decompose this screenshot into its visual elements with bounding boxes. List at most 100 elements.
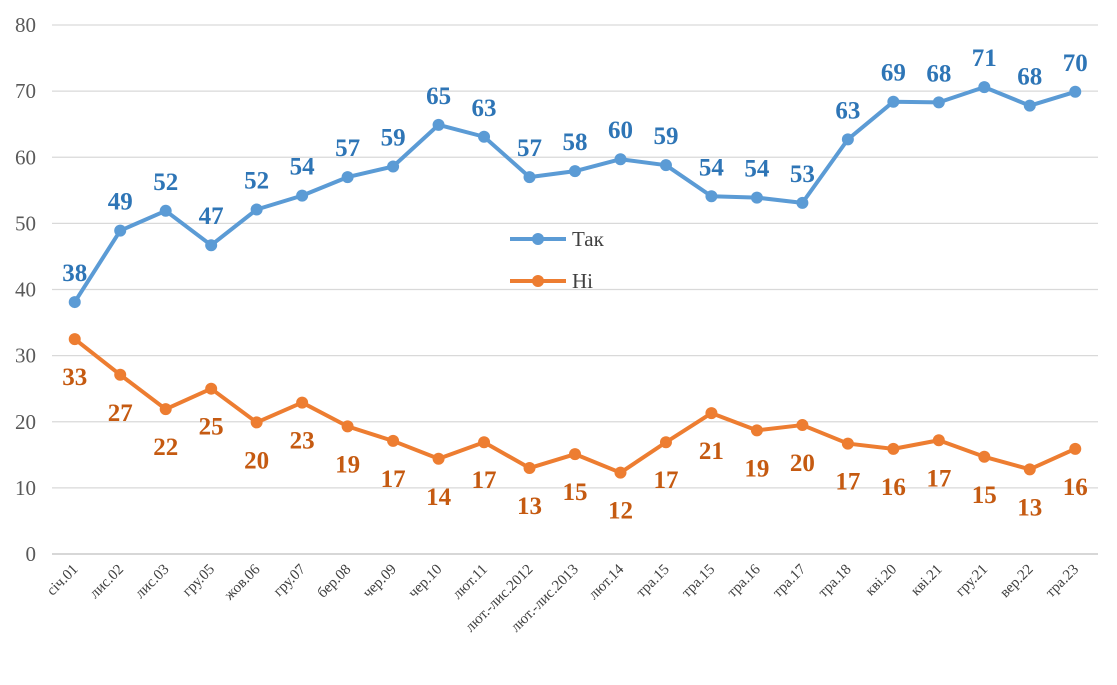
- data-label-no: 19: [744, 455, 769, 482]
- data-point-yes: [659, 159, 672, 172]
- data-label-yes: 57: [335, 135, 360, 162]
- data-point-no: [159, 403, 172, 416]
- data-label-no: 20: [244, 447, 269, 474]
- data-label-no: 33: [62, 364, 87, 391]
- data-label-no: 16: [1063, 474, 1088, 501]
- data-label-yes: 70: [1063, 50, 1088, 77]
- y-tick-label: 50: [15, 211, 36, 235]
- x-tick-label: кві.21: [908, 562, 946, 600]
- x-tick-label: тра.16: [724, 561, 764, 601]
- data-label-no: 17: [472, 467, 497, 494]
- data-label-yes: 47: [199, 203, 224, 230]
- data-label-yes: 59: [653, 123, 678, 150]
- y-tick-label: 40: [15, 278, 36, 302]
- data-point-yes: [841, 133, 854, 146]
- data-point-yes: [159, 204, 172, 217]
- data-point-no: [841, 437, 854, 450]
- data-point-no: [68, 333, 81, 346]
- data-label-yes: 71: [972, 45, 997, 72]
- data-point-yes: [1023, 99, 1036, 112]
- data-point-no: [569, 448, 581, 461]
- data-label-yes: 63: [835, 97, 860, 124]
- data-label-no: 19: [335, 451, 360, 478]
- y-tick-label: 20: [15, 410, 36, 434]
- x-tick-label: січ.01: [44, 562, 82, 600]
- data-point-no: [205, 382, 218, 395]
- data-point-no: [796, 419, 809, 432]
- data-point-no: [341, 420, 354, 433]
- data-label-no: 15: [563, 479, 588, 506]
- data-point-no: [387, 434, 400, 447]
- data-point-yes: [432, 118, 445, 131]
- x-tick-label: гру.21: [953, 562, 991, 600]
- data-label-yes: 57: [517, 135, 542, 162]
- data-point-yes: [887, 95, 900, 108]
- data-point-no: [296, 396, 309, 409]
- legend-marker-yes: [532, 233, 544, 245]
- data-point-yes: [478, 130, 491, 143]
- data-point-yes: [68, 296, 81, 309]
- data-label-yes: 60: [608, 117, 633, 144]
- data-label-yes: 49: [108, 189, 133, 216]
- data-label-yes: 54: [744, 156, 770, 183]
- x-tick-label: тра.15: [633, 562, 672, 601]
- data-label-no: 23: [290, 428, 315, 455]
- data-point-no: [1069, 442, 1082, 455]
- x-tick-label: лют.11: [450, 562, 491, 603]
- data-label-no: 15: [972, 482, 997, 509]
- data-point-no: [478, 436, 491, 449]
- data-point-no: [659, 436, 672, 449]
- data-label-yes: 58: [563, 129, 588, 156]
- legend-label-yes: Так: [572, 227, 605, 251]
- x-tick-label: лют.14: [586, 561, 628, 603]
- data-label-no: 22: [153, 434, 178, 461]
- data-point-yes: [1069, 85, 1082, 98]
- y-tick-label: 10: [15, 476, 36, 500]
- data-label-no: 13: [1017, 494, 1042, 521]
- y-axis-tick-labels: 0 10 20 30 40 50 60 70 80: [15, 13, 36, 566]
- data-point-yes: [341, 171, 354, 184]
- data-point-yes: [296, 189, 309, 202]
- data-label-no: 17: [926, 465, 951, 492]
- data-label-no: 27: [108, 400, 133, 427]
- data-point-yes: [387, 160, 400, 173]
- data-label-no: 25: [199, 414, 224, 441]
- data-point-no: [523, 462, 536, 475]
- data-label-yes: 54: [290, 154, 316, 181]
- data-label-yes: 69: [881, 60, 906, 87]
- y-tick-label: 60: [15, 145, 36, 169]
- data-point-yes: [523, 171, 536, 184]
- x-axis-category-labels: січ.01 лис.02 лис.03 гру.05 жов.06 гру.07 бер.…: [44, 561, 1082, 635]
- data-point-no: [1023, 463, 1036, 476]
- data-label-yes: 52: [244, 167, 269, 194]
- data-label-yes: 54: [699, 154, 725, 181]
- data-point-yes: [705, 190, 718, 203]
- data-point-no: [887, 442, 900, 455]
- data-label-no: 17: [835, 469, 860, 496]
- data-point-no: [932, 434, 945, 447]
- data-label-yes: 52: [153, 169, 178, 196]
- data-label-no: 20: [790, 450, 815, 477]
- data-point-yes: [614, 153, 627, 166]
- data-label-no: 17: [381, 466, 406, 493]
- x-tick-label: гру.05: [180, 562, 218, 600]
- x-tick-label: чер.10: [405, 562, 445, 602]
- data-point-yes: [205, 239, 218, 252]
- x-tick-label: тра.17: [770, 561, 810, 601]
- y-tick-label: 70: [15, 79, 36, 103]
- data-labels: 38 49 52 47 52 54 57 59 65 63 57 58 60 59 54 54 53 63 69 68…: [62, 45, 1088, 525]
- legend-marker-no: [532, 275, 544, 287]
- data-point-no: [750, 424, 763, 437]
- data-point-yes: [932, 96, 945, 109]
- x-tick-label: вер.22: [997, 562, 1037, 602]
- y-tick-label: 80: [15, 13, 36, 37]
- data-label-no: 14: [426, 484, 452, 511]
- data-label-no: 21: [699, 438, 724, 465]
- data-label-yes: 68: [926, 60, 951, 87]
- data-point-no: [250, 416, 263, 429]
- data-point-no: [978, 450, 991, 463]
- x-tick-label: тра.18: [815, 562, 854, 601]
- data-label-yes: 68: [1017, 64, 1042, 91]
- data-point-yes: [750, 191, 763, 204]
- x-tick-label: кві.20: [862, 562, 900, 600]
